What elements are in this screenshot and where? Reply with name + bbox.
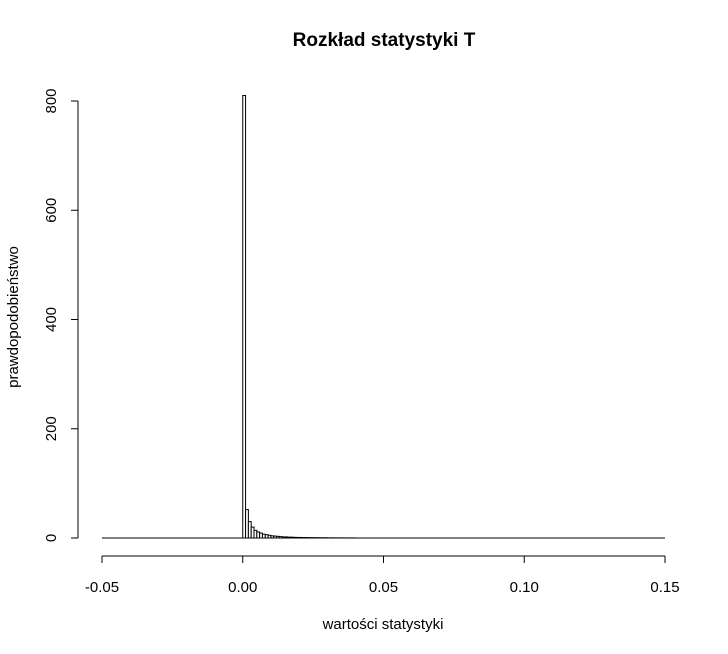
histogram-bars: [102, 95, 665, 539]
y-tick-label: 200: [43, 416, 60, 441]
y-tick-label: 400: [43, 307, 60, 332]
x-axis: -0.05 0.00 0.05 0.10 0.15: [85, 555, 680, 596]
histogram-bar: [242, 95, 247, 539]
x-tick-label: 0.05: [369, 579, 398, 596]
x-axis-label: wartości statystyki: [322, 616, 444, 633]
x-tick-label: 0.00: [228, 579, 257, 596]
y-tick-label: 800: [43, 88, 60, 113]
y-tick-label: 600: [43, 198, 60, 223]
y-axis: 0 200 400 600 800: [43, 88, 79, 542]
x-tick-label: 0.15: [650, 579, 679, 596]
y-tick-label: 0: [43, 534, 60, 542]
y-axis-label: prawdopodobieństwo: [5, 246, 22, 388]
x-tick-label: -0.05: [85, 579, 119, 596]
chart-title: Rozkład statystyki T: [293, 30, 476, 51]
x-tick-label: 0.10: [510, 579, 539, 596]
